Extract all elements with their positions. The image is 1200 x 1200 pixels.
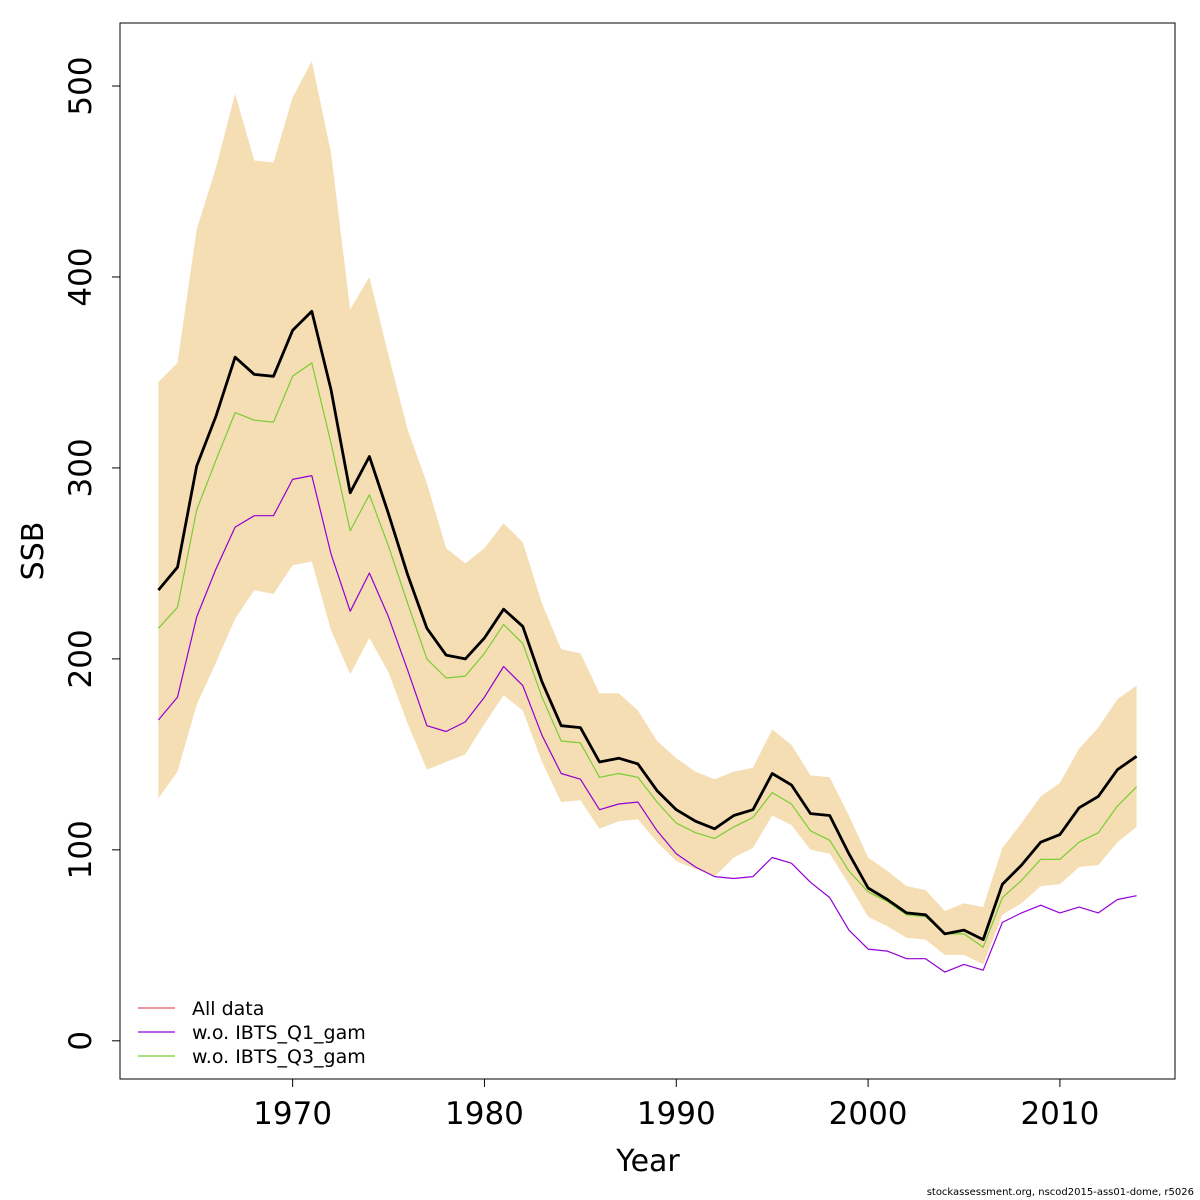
y-tick-label: 0	[63, 1031, 99, 1051]
y-tick-label: 400	[63, 247, 99, 306]
footer-attribution: stockassessment.org, nscod2015-ass01-dom…	[926, 1187, 1194, 1198]
x-tick-label: 1970	[253, 1096, 332, 1132]
x-axis-title: Year	[615, 1144, 680, 1179]
x-tick-label: 2010	[1020, 1096, 1099, 1132]
confidence-band	[158, 61, 1137, 965]
confidence-band-layer	[158, 61, 1137, 965]
legend-label-1: w.o. IBTS_Q1_gam	[192, 1022, 366, 1044]
series-line-1	[157, 475, 1137, 973]
series-line-2	[157, 362, 1138, 948]
y-tick-label: 200	[63, 629, 99, 688]
series-layer	[157, 309, 1138, 973]
x-tick-label: 1980	[445, 1096, 524, 1132]
y-axis: 0 100 200 300 400 500	[63, 56, 120, 1051]
plot-frame	[119, 22, 1176, 1080]
x-tick-label: 2000	[829, 1096, 908, 1132]
legend-label-0: All data	[192, 998, 264, 1020]
y-tick-label: 500	[63, 56, 99, 115]
x-axis: 1970 1980 1990 2000 2010	[253, 1079, 1099, 1132]
legend-label-2: w.o. IBTS_Q3_gam	[192, 1046, 366, 1068]
x-tick-label: 1990	[637, 1096, 716, 1132]
y-axis-title: SSB	[16, 522, 51, 581]
series-line-0	[157, 309, 1138, 941]
y-tick-label: 300	[63, 438, 99, 497]
y-tick-label: 100	[63, 820, 99, 879]
